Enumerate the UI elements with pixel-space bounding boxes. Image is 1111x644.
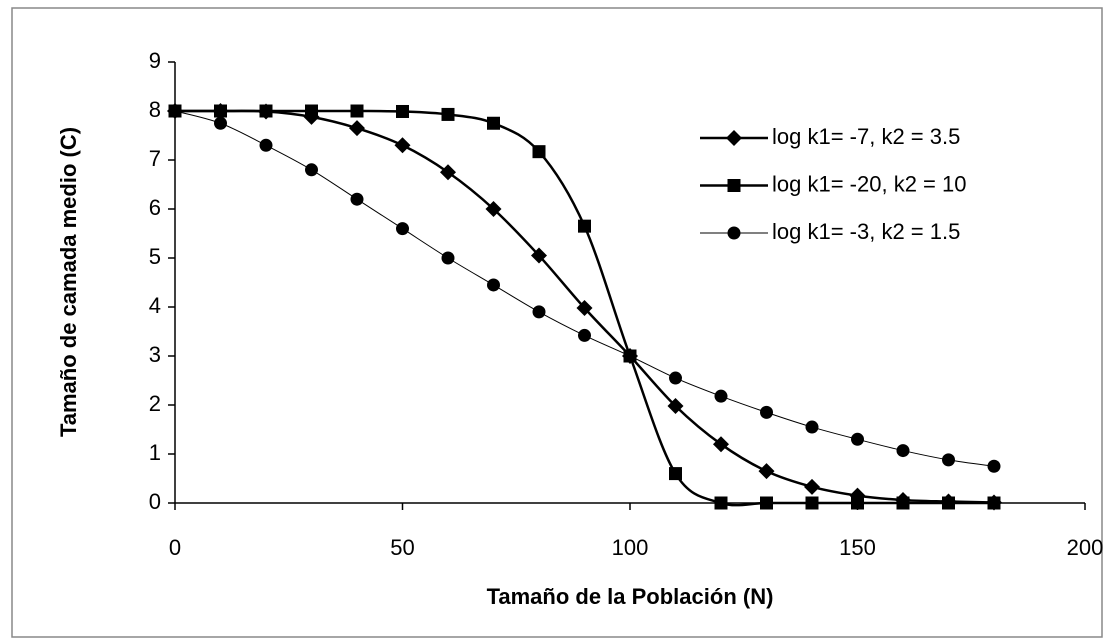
marker — [942, 496, 955, 510]
y-tick-label: 6 — [149, 195, 161, 220]
marker — [578, 328, 591, 342]
y-tick-label: 1 — [149, 440, 161, 465]
marker — [396, 222, 409, 236]
marker — [531, 247, 547, 264]
marker — [669, 467, 682, 481]
marker — [441, 107, 455, 121]
y-tick-label: 9 — [149, 48, 161, 73]
y-tick-label: 8 — [149, 97, 161, 122]
marker — [804, 478, 820, 495]
x-tick-label: 200 — [1067, 535, 1104, 560]
marker — [896, 444, 910, 458]
legend-label: log k1= -3, k2 = 1.5 — [772, 219, 960, 244]
marker — [987, 496, 1001, 510]
marker — [214, 116, 227, 130]
marker — [487, 116, 500, 130]
marker — [396, 104, 409, 118]
x-tick-label: 50 — [390, 535, 414, 560]
legend-label: log k1= -7, k2 = 3.5 — [772, 124, 960, 149]
marker — [942, 453, 955, 467]
marker — [760, 405, 773, 419]
marker — [623, 349, 637, 363]
marker — [440, 164, 456, 181]
marker — [805, 420, 819, 434]
marker — [760, 496, 773, 510]
marker — [350, 192, 364, 206]
y-tick-label: 0 — [149, 489, 161, 514]
marker — [259, 104, 273, 118]
legend-label: log k1= -20, k2 = 10 — [772, 171, 966, 196]
marker — [851, 432, 864, 446]
marker — [394, 137, 411, 154]
marker — [214, 104, 227, 118]
marker — [896, 496, 910, 510]
marker — [987, 459, 1001, 473]
marker — [350, 104, 364, 118]
marker — [485, 201, 502, 217]
marker — [487, 278, 500, 292]
marker — [168, 104, 182, 118]
x-tick-label: 0 — [169, 535, 181, 560]
marker — [667, 397, 684, 414]
marker — [758, 463, 775, 480]
marker — [532, 305, 546, 319]
y-axis-title: Tamaño de camada medio (C) — [56, 127, 81, 437]
legend-marker — [727, 179, 741, 192]
chart-frame — [11, 7, 1103, 638]
y-tick-label: 3 — [149, 342, 161, 367]
marker — [441, 251, 455, 265]
x-tick-label: 150 — [839, 535, 876, 560]
legend-marker — [727, 226, 741, 240]
y-tick-label: 4 — [149, 293, 161, 318]
marker — [714, 389, 728, 403]
marker — [576, 299, 593, 316]
marker — [851, 496, 864, 510]
marker — [305, 104, 318, 118]
y-tick-label: 7 — [149, 146, 161, 171]
marker — [713, 436, 729, 453]
marker — [349, 120, 365, 137]
marker — [532, 145, 546, 159]
marker — [714, 496, 728, 510]
marker — [805, 496, 819, 510]
marker — [305, 163, 318, 177]
y-tick-label: 2 — [149, 391, 161, 416]
marker — [669, 371, 682, 385]
marker — [578, 219, 591, 233]
y-tick-label: 5 — [149, 244, 161, 269]
x-tick-label: 100 — [612, 535, 649, 560]
legend-marker — [726, 130, 742, 146]
x-axis-title: Tamaño de la Población (N) — [487, 584, 774, 609]
marker — [259, 138, 273, 152]
